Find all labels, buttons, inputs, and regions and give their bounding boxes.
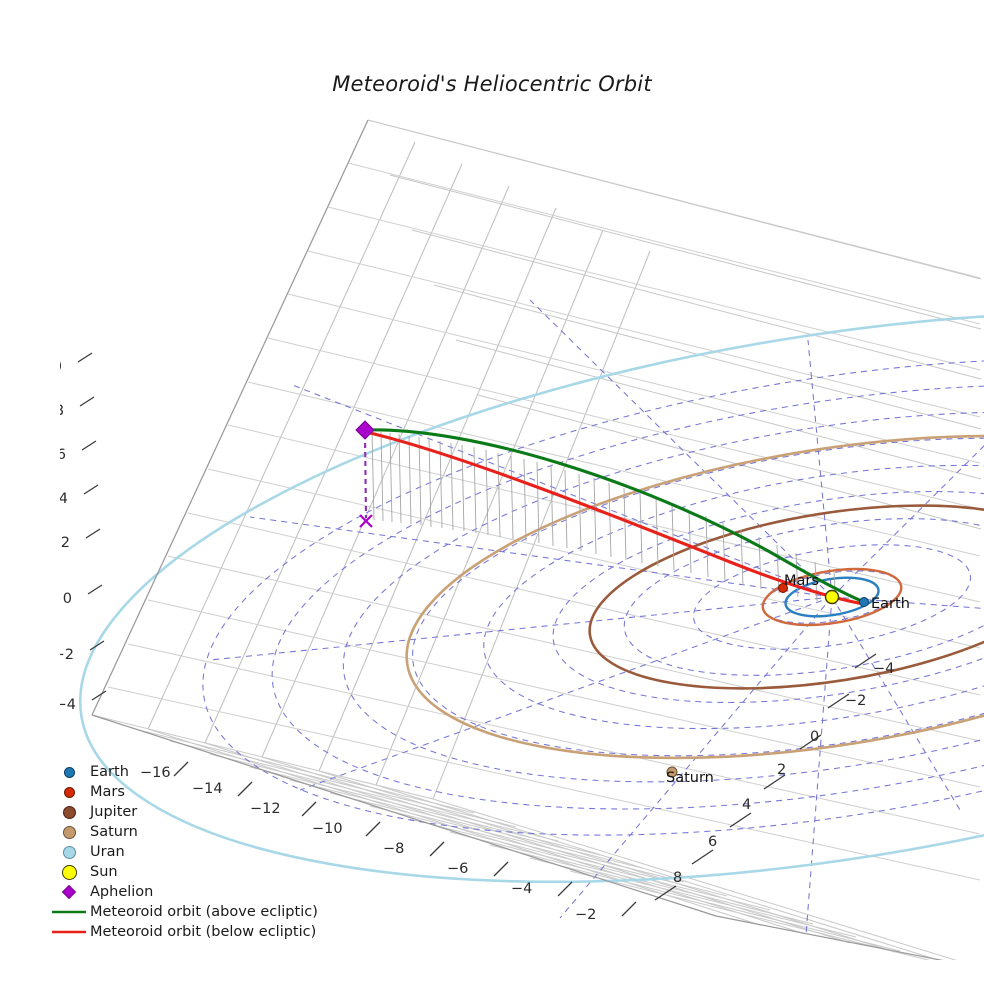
sun-marker xyxy=(824,589,840,605)
pane-left-wall xyxy=(91,119,651,800)
earth-marker xyxy=(859,597,869,607)
red-line-icon xyxy=(48,927,90,937)
x-axis-ticks xyxy=(173,761,637,917)
y-tick: −2 xyxy=(845,693,866,709)
mars-dot-icon xyxy=(48,786,90,798)
y-tick: 2 xyxy=(777,762,786,778)
legend-item-sun[interactable]: Sun xyxy=(48,862,338,882)
legend-item-orbit-below[interactable]: Meteoroid orbit (below ecliptic) xyxy=(48,922,338,942)
meteoroid-orbit-above-ecliptic xyxy=(364,428,866,604)
saturn-dot-icon xyxy=(48,825,90,839)
y-tick: 0 xyxy=(810,729,819,745)
y-tick: −4 xyxy=(873,661,894,677)
legend-label: Saturn xyxy=(90,824,138,840)
uranus-dot-icon xyxy=(48,845,90,859)
legend-item-mars[interactable]: Mars xyxy=(48,782,338,802)
z-tick: 10 xyxy=(44,359,62,375)
legend-item-uran[interactable]: Uran xyxy=(48,842,338,862)
x-tick: −6 xyxy=(447,861,468,877)
annotation-saturn: Saturn xyxy=(666,770,714,786)
z-tick: 8 xyxy=(55,403,64,419)
saturn-marker xyxy=(666,766,678,778)
y-axis-ticks xyxy=(654,653,877,901)
orbit-droplines xyxy=(371,430,837,606)
orbit-jupiter xyxy=(588,504,984,690)
sun-dot-icon xyxy=(48,864,90,880)
legend-label: Uran xyxy=(90,844,125,860)
x-tick: −2 xyxy=(575,907,596,923)
legend-label: Earth xyxy=(90,764,129,780)
y-tick: 8 xyxy=(673,870,682,886)
mars-marker xyxy=(778,583,788,593)
meteoroid-orbit-below-ecliptic xyxy=(364,430,866,606)
z-axis-ticks xyxy=(77,352,107,701)
legend-label: Jupiter xyxy=(90,804,138,820)
legend-label: Meteoroid orbit (below ecliptic) xyxy=(90,924,317,940)
x-tick: −12 xyxy=(250,801,281,817)
x-tick: −4 xyxy=(511,881,532,897)
aphelion-diamond-icon xyxy=(48,884,90,900)
aphelion-projection-marker xyxy=(359,514,373,528)
legend-label: Mars xyxy=(90,784,125,800)
orbit-uranus xyxy=(78,310,984,884)
annotation-earth: Earth xyxy=(871,596,910,612)
x-tick: −16 xyxy=(140,765,171,781)
z-axis-tick-labels: 10 8 6 4 2 0 −2 −4 xyxy=(44,359,76,713)
y-tick: 4 xyxy=(742,797,751,813)
z-tick: 4 xyxy=(59,491,68,507)
z-tick: 0 xyxy=(63,591,72,607)
axis-spines xyxy=(91,119,944,960)
legend-label: Aphelion xyxy=(90,884,154,900)
green-line-icon xyxy=(48,907,90,917)
earth-dot-icon xyxy=(48,766,90,778)
legend-label: Sun xyxy=(90,864,118,880)
pane-right-wall xyxy=(367,119,982,530)
z-tick: −2 xyxy=(53,647,74,663)
z-tick: 2 xyxy=(61,535,70,551)
orbit-mars xyxy=(761,567,903,627)
annotation-mars: Mars xyxy=(784,573,819,589)
orbit-earth xyxy=(784,576,880,618)
jupiter-dot-icon xyxy=(48,805,90,819)
z-tick: −4 xyxy=(55,697,76,713)
legend-item-orbit-above[interactable]: Meteoroid orbit (above ecliptic) xyxy=(48,902,338,922)
z-tick: 6 xyxy=(57,447,66,463)
legend-item-saturn[interactable]: Saturn xyxy=(48,822,338,842)
y-axis-tick-labels: −4 −2 0 2 4 6 8 xyxy=(673,661,894,886)
aphelion-marker xyxy=(355,420,375,440)
x-axis-tick-labels: −16 −14 −12 −10 −8 −6 −4 −2 xyxy=(140,765,596,923)
y-tick: 6 xyxy=(708,834,717,850)
x-tick: −10 xyxy=(312,821,343,837)
legend-item-earth[interactable]: Earth xyxy=(48,762,338,782)
legend-item-jupiter[interactable]: Jupiter xyxy=(48,802,338,822)
orbit-saturn xyxy=(405,434,984,760)
legend-item-aphelion[interactable]: Aphelion xyxy=(48,882,338,902)
page-title: Meteoroid's Heliocentric Orbit xyxy=(332,72,652,96)
x-tick: −8 xyxy=(383,841,404,857)
legend-label: Meteoroid orbit (above ecliptic) xyxy=(90,904,318,920)
legend: Earth Mars Jupiter Saturn Uran xyxy=(48,762,338,942)
x-tick: −14 xyxy=(192,781,223,797)
